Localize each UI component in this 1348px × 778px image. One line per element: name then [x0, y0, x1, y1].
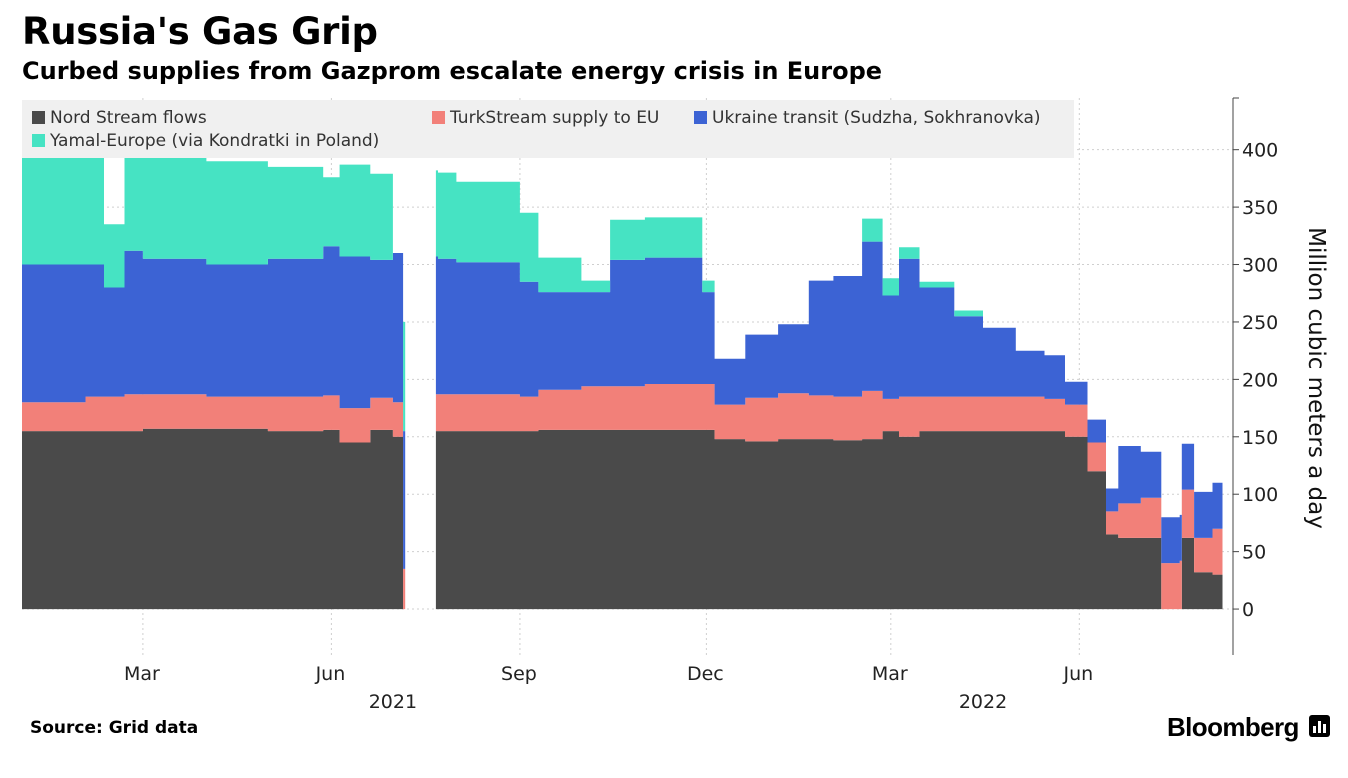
y-tick-label: 150 — [1242, 427, 1278, 449]
axes — [1232, 97, 1239, 655]
bloomberg-chart-icon — [1309, 715, 1330, 737]
legend-label-ukraine-transit: Ukraine transit (Sudzha, Sokhranovka) — [712, 108, 1041, 128]
x-year-label: 2022 — [959, 691, 1007, 713]
legend-swatch-nord-stream — [32, 111, 45, 124]
legend-swatch-yamal-europe — [32, 134, 45, 147]
x-tick-label: Mar — [124, 663, 160, 685]
y-tick-label: 100 — [1242, 484, 1278, 506]
x-tick-label: Dec — [687, 663, 724, 685]
x-tick-label: Jun — [315, 663, 346, 685]
legend-label-yamal-europe: Yamal-Europe (via Kondratki in Poland) — [50, 131, 380, 151]
y-tick-label: 0 — [1242, 599, 1254, 621]
y-tick-label: 50 — [1242, 542, 1266, 564]
area-series-ukraine-transit-sudzha-sokhranovka — [22, 241, 1223, 610]
legend-label-nord-stream: Nord Stream flows — [50, 108, 207, 128]
x-tick-label: Sep — [501, 663, 537, 685]
y-axis-label: Million cubic meters a day — [1303, 227, 1329, 529]
chart-title: Russia's Gas Grip — [22, 10, 378, 53]
legend-item-turkstream: TurkStream supply to EU — [432, 108, 659, 128]
y-tick-label: 200 — [1242, 369, 1278, 391]
y-tick-label: 300 — [1242, 255, 1278, 277]
y-tick-label: 400 — [1242, 140, 1278, 162]
x-tick-label: Mar — [872, 663, 908, 685]
x-tick-label: Jun — [1062, 663, 1093, 685]
source-note: Source: Grid data — [30, 718, 199, 738]
tick-labels: 0 50 100 150 200 250 300 350 400 Mar Jun Sep Dec Mar J… — [124, 140, 1278, 713]
legend: Nord Stream flows TurkStream supply to E… — [22, 100, 1074, 158]
area-series-yamal-europe-via-kondratki-in-poland — [22, 147, 1223, 610]
legend-item-ukraine-transit: Ukraine transit (Sudzha, Sokhranovka) — [694, 108, 1041, 128]
bloomberg-logo: Bloomberg — [1167, 712, 1299, 742]
legend-item-yamal-europe: Yamal-Europe (via Kondratki in Poland) — [32, 131, 379, 151]
area-series-turkstream-supply-to-eu — [22, 384, 1223, 610]
legend-swatch-ukraine-transit — [694, 111, 707, 124]
legend-item-nord-stream: Nord Stream flows — [32, 108, 207, 128]
chart-subtitle: Curbed supplies from Gazprom escalate en… — [22, 57, 883, 85]
y-tick-label: 350 — [1242, 197, 1278, 219]
area-series-nord-stream-flows — [22, 428, 1223, 610]
x-year-label: 2021 — [369, 691, 417, 713]
legend-swatch-turkstream — [432, 111, 445, 124]
stacked-areas — [22, 147, 1223, 610]
legend-label-turkstream: TurkStream supply to EU — [450, 108, 660, 128]
y-tick-label: 250 — [1242, 312, 1278, 334]
